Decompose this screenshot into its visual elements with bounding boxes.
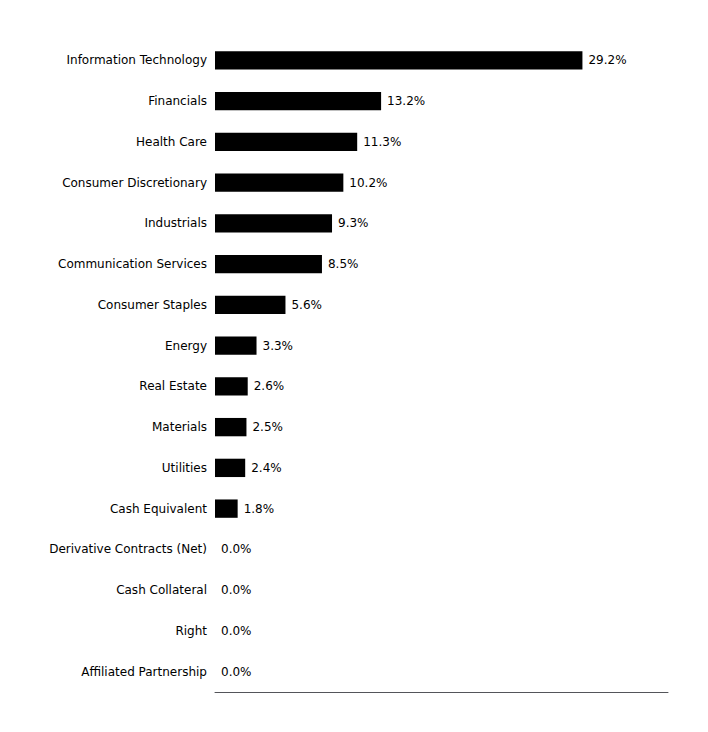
svg-text:3.3%: 3.3% bbox=[263, 339, 294, 353]
svg-text:Financials: Financials bbox=[148, 94, 207, 108]
svg-text:5.6%: 5.6% bbox=[291, 298, 322, 312]
svg-text:Industrials: Industrials bbox=[144, 216, 207, 230]
svg-text:Utilities: Utilities bbox=[162, 461, 207, 475]
svg-text:0.0%: 0.0% bbox=[221, 583, 252, 597]
svg-text:8.5%: 8.5% bbox=[328, 257, 359, 271]
svg-text:Health Care: Health Care bbox=[136, 135, 207, 149]
svg-text:0.0%: 0.0% bbox=[221, 665, 252, 679]
svg-text:13.2%: 13.2% bbox=[387, 94, 425, 108]
svg-text:2.4%: 2.4% bbox=[251, 461, 282, 475]
svg-text:29.2%: 29.2% bbox=[588, 53, 626, 67]
svg-text:Materials: Materials bbox=[152, 420, 207, 434]
svg-text:Cash Collateral: Cash Collateral bbox=[116, 583, 207, 597]
svg-text:Derivative Contracts (Net): Derivative Contracts (Net) bbox=[49, 542, 207, 556]
svg-text:Information Technology: Information Technology bbox=[67, 53, 208, 67]
svg-text:Communication Services: Communication Services bbox=[58, 257, 207, 271]
svg-text:1.8%: 1.8% bbox=[244, 502, 275, 516]
svg-text:Real Estate: Real Estate bbox=[139, 379, 207, 393]
svg-text:2.6%: 2.6% bbox=[254, 379, 285, 393]
svg-text:Cash Equivalent: Cash Equivalent bbox=[110, 502, 207, 516]
svg-text:9.3%: 9.3% bbox=[338, 216, 369, 230]
svg-text:10.2%: 10.2% bbox=[349, 176, 387, 190]
svg-text:0.0%: 0.0% bbox=[221, 624, 252, 638]
svg-text:Right: Right bbox=[175, 624, 207, 638]
svg-text:2.5%: 2.5% bbox=[252, 420, 283, 434]
svg-text:Affiliated Partnership: Affiliated Partnership bbox=[81, 665, 207, 679]
svg-text:Consumer Staples: Consumer Staples bbox=[98, 298, 207, 312]
svg-text:Energy: Energy bbox=[165, 339, 207, 353]
svg-text:0.0%: 0.0% bbox=[221, 542, 252, 556]
svg-text:Consumer Discretionary: Consumer Discretionary bbox=[62, 176, 207, 190]
svg-text:11.3%: 11.3% bbox=[363, 135, 401, 149]
